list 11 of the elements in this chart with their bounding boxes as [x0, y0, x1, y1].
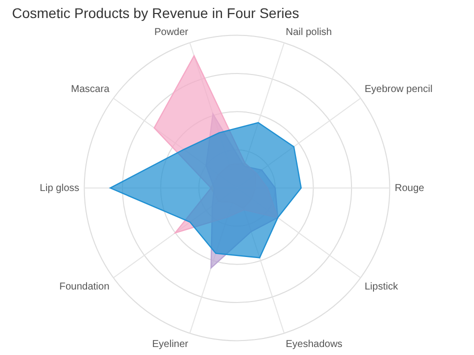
- spoke-label: Eyeshadows: [286, 338, 342, 350]
- spoke-label: Nail polish: [286, 26, 332, 38]
- spoke-label: Lipstick: [364, 281, 399, 292]
- spoke-label: Foundation: [59, 281, 110, 292]
- spoke-label: Eyeliner: [152, 338, 189, 350]
- spoke-label: Powder: [154, 26, 189, 38]
- spoke-label: Lip gloss: [40, 182, 80, 194]
- spoke-label: Mascara: [71, 84, 110, 96]
- chart-title: Cosmetic Products by Revenue in Four Series: [12, 5, 300, 21]
- spoke-label: Rouge: [394, 182, 425, 194]
- spoke-label: Eyebrow pencil: [364, 84, 432, 96]
